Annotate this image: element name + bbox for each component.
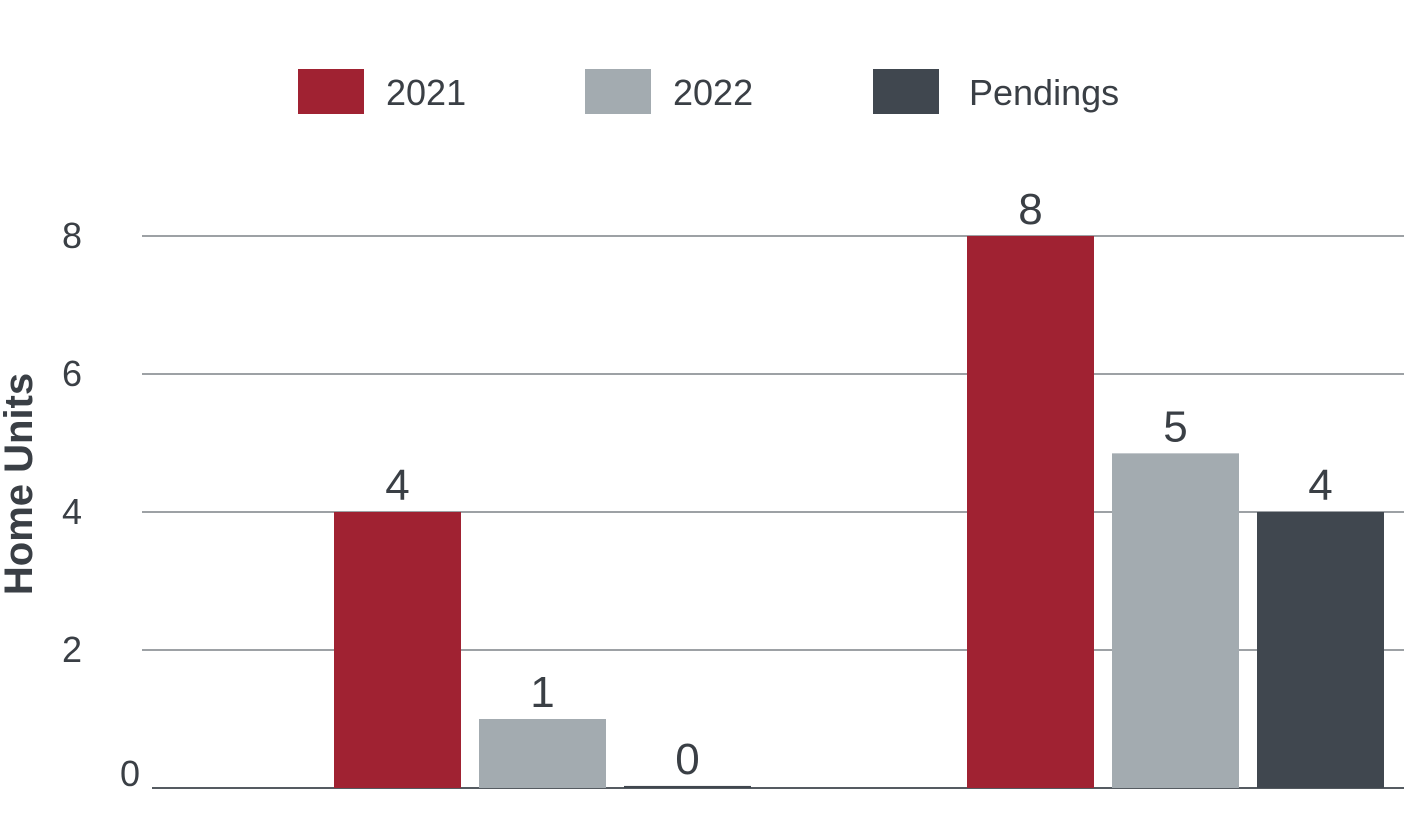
legend-swatch-2021: [298, 69, 364, 114]
legend-swatch-pendings: [873, 69, 939, 114]
bar-2022-group-1: [479, 719, 606, 788]
y-axis-ticks: 0 2 4 6 8: [62, 215, 140, 794]
bar-pendings-group-1: [624, 785, 751, 788]
bars: [334, 236, 1384, 788]
legend-label-2022: 2022: [673, 72, 753, 113]
bar-pendings-group-2: [1257, 512, 1384, 788]
bar-2022-group-2: [1112, 453, 1239, 788]
y-tick-label-3: 6: [62, 353, 82, 394]
data-label-2021-group-1: 4: [385, 461, 409, 510]
y-axis-label: Home Units: [0, 373, 41, 595]
y-tick-label-4: 8: [62, 215, 82, 256]
data-label-pendings-group-1: 0: [675, 735, 699, 784]
legend-swatch-2022: [585, 69, 651, 114]
data-labels: 4 1 0 8 5 4: [385, 185, 1332, 784]
y-tick-label-1: 2: [62, 629, 82, 670]
data-label-2021-group-2: 8: [1018, 185, 1042, 234]
bar-2021-group-1: [334, 512, 461, 788]
legend: 2021 2022 Pendings: [298, 69, 1119, 114]
data-label-pendings-group-2: 4: [1308, 461, 1332, 510]
legend-label-pendings: Pendings: [969, 72, 1119, 113]
bar-2021-group-2: [967, 236, 1094, 788]
y-tick-label-2: 4: [62, 491, 82, 532]
legend-label-2021: 2021: [386, 72, 466, 113]
data-label-2022-group-2: 5: [1163, 402, 1187, 451]
y-tick-label-0: 0: [120, 753, 140, 794]
data-label-2022-group-1: 1: [530, 668, 554, 717]
